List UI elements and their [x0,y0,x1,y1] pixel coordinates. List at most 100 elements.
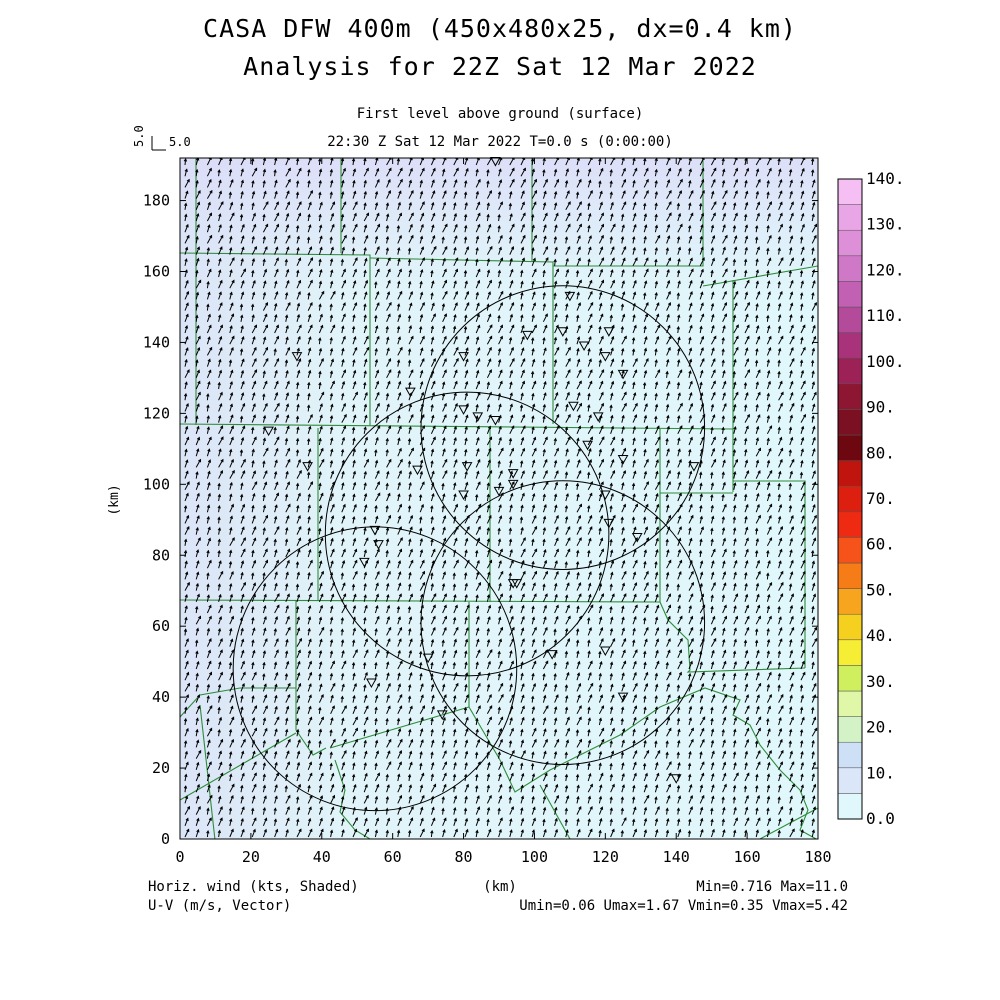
wind-vector-head [589,189,593,194]
wind-vector [610,560,614,569]
wind-vector-head [489,559,493,564]
wind-vector-head [218,358,222,363]
wind-vector [285,482,290,491]
wind-vector-head [800,605,804,610]
wind-vector [766,235,772,244]
wind-vector-head [768,346,772,351]
wind-vector-head [789,179,793,184]
wind-vector [498,381,503,390]
wind-vector-head [542,169,546,173]
wind-vector-head [464,224,468,229]
wind-vector [778,526,783,535]
wind-vector [251,538,256,546]
wind-vector-head [779,223,783,228]
wind-vector-head [276,357,280,362]
wind-vector-head [320,358,324,362]
wind-vector-head [465,158,469,161]
wind-vector-head [421,201,425,205]
wind-vector [632,504,638,513]
wind-vector-head [340,617,345,621]
wind-vector-head [621,414,625,419]
wind-vector [632,270,636,278]
wind-vector-head [621,526,625,531]
wind-vector [285,426,290,434]
wind-vector [464,538,468,546]
wind-vector-head [769,537,773,541]
wind-vector [374,179,380,188]
wind-vector-head [410,447,414,452]
wind-vector [643,403,648,412]
wind-vector [274,593,280,603]
wind-vector-head [688,527,692,531]
wind-vector-head [666,179,671,183]
wind-vector [699,168,705,177]
wind-vector-head [420,391,425,396]
wind-vector [195,403,200,412]
wind-vector-head [724,615,728,620]
wind-vector [206,325,212,334]
wind-vector-head [420,380,424,385]
wind-vector-head [341,347,345,352]
wind-vector [274,414,279,423]
wind-vector-head [565,257,569,262]
wind-vector [307,414,313,423]
wind-vector-head [332,201,336,205]
wind-vector [710,179,716,188]
wind-vector [341,482,344,490]
wind-vector-head [567,245,571,250]
wind-vector-head [600,515,604,519]
wind-vector-head [185,313,189,318]
wind-vector-head [319,582,323,587]
wind-vector-head [554,504,558,509]
wind-vector-head [397,437,401,441]
wind-vector-head [262,258,266,263]
wind-vector-head [318,337,322,341]
wind-vector [509,560,514,569]
wind-vector [722,392,726,401]
wind-vector-head [722,571,727,575]
wind-vector-head [688,179,692,184]
wind-vector [341,538,344,546]
wind-vector [184,437,189,446]
wind-vector-head [531,213,535,218]
wind-vector-head [511,167,515,172]
wind-vector [699,347,704,356]
wind-vector-head [779,380,783,385]
wind-vector [520,158,525,166]
wind-vector-head [622,190,626,194]
wind-vector [464,583,468,591]
county-line [659,601,806,673]
wind-vector-head [195,359,199,363]
wind-vector-head [408,493,412,497]
wind-vector-head [186,369,190,373]
wind-vector-head [219,346,223,351]
wind-vector [800,481,806,491]
wind-vector [341,437,345,446]
wind-vector-head [330,448,334,453]
wind-vector-head [800,369,805,374]
wind-vector-head [274,235,278,240]
wind-vector [397,494,400,502]
wind-vector-head [576,493,580,498]
wind-vector-head [757,604,761,609]
wind-vector [206,516,210,524]
wind-vector [565,571,570,580]
wind-vector [587,259,590,266]
wind-vector-head [677,392,681,396]
wind-vector-head [476,627,480,631]
wind-vector [610,269,613,278]
wind-vector [576,246,581,255]
wind-vector [195,437,200,446]
wind-vector-head [240,493,244,498]
wind-vector-head [701,189,705,194]
wind-vector-head [430,460,434,464]
wind-vector-head [791,357,795,362]
wind-vector-head [444,245,448,250]
wind-vector-head [454,369,458,374]
wind-vector-head [654,213,658,218]
wind-vector [554,281,557,289]
wind-vector-head [251,235,255,240]
wind-vector-head [510,447,515,452]
wind-vector-head [522,537,526,541]
wind-vector [666,515,671,524]
